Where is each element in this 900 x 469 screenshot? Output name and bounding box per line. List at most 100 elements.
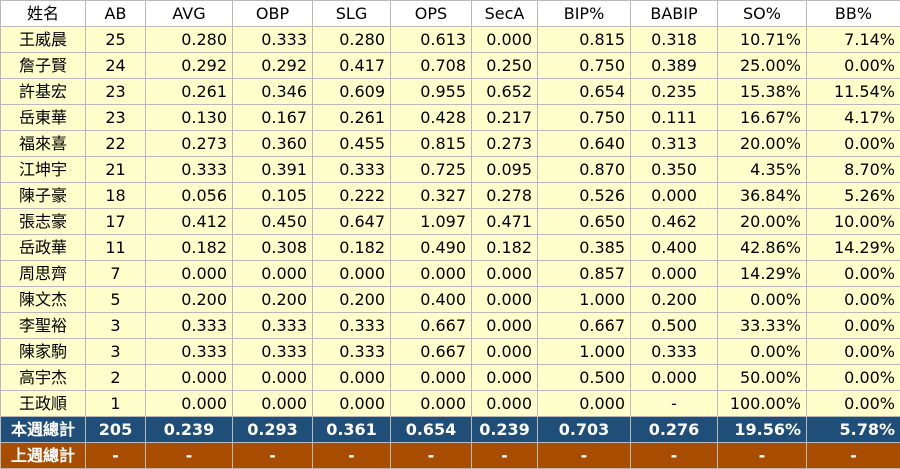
- cell-name: 岳東華: [1, 105, 86, 131]
- header-name: 姓名: [1, 1, 86, 27]
- cell-ab: 2: [86, 365, 146, 391]
- cell-ops: 0.000: [391, 391, 472, 417]
- cell-seca: 0.217: [472, 105, 538, 131]
- prev-week-total-row: 上週總計 - - - - - - - - - -: [1, 443, 900, 469]
- cell-slg: 0.417: [313, 53, 391, 79]
- cell-bip: 0.815: [538, 27, 631, 53]
- cell-bip: 0.667: [538, 313, 631, 339]
- cell-ops: 0.955: [391, 79, 472, 105]
- cell-obp: 0.308: [233, 235, 313, 261]
- cell-avg: 0.056: [146, 183, 233, 209]
- cell-babip: 0.389: [631, 53, 718, 79]
- cell-obp: 0.346: [233, 79, 313, 105]
- cell-name: 高宇杰: [1, 365, 86, 391]
- cell-seca: 0.000: [472, 287, 538, 313]
- cell-ab: 24: [86, 53, 146, 79]
- cell-avg: 0.182: [146, 235, 233, 261]
- header-avg: AVG: [146, 1, 233, 27]
- header-so: SO%: [718, 1, 807, 27]
- cell-obp: 0.200: [233, 287, 313, 313]
- cell-bb: 0.00%: [807, 261, 900, 287]
- prev-total-ab: -: [86, 443, 146, 469]
- cell-ops: 0.400: [391, 287, 472, 313]
- cell-bb: 4.17%: [807, 105, 900, 131]
- cell-ab: 23: [86, 79, 146, 105]
- prev-total-slg: -: [313, 443, 391, 469]
- cell-ops: 0.613: [391, 27, 472, 53]
- cell-ops: 0.000: [391, 365, 472, 391]
- cell-babip: 0.000: [631, 365, 718, 391]
- cell-slg: 0.333: [313, 157, 391, 183]
- cell-slg: 0.200: [313, 287, 391, 313]
- header-seca: SecA: [472, 1, 538, 27]
- cell-seca: 0.273: [472, 131, 538, 157]
- cell-name: 江坤宇: [1, 157, 86, 183]
- prev-total-bip: -: [538, 443, 631, 469]
- cell-seca: 0.652: [472, 79, 538, 105]
- cell-ab: 25: [86, 27, 146, 53]
- prev-total-bb: -: [807, 443, 900, 469]
- header-bip: BIP%: [538, 1, 631, 27]
- cell-bb: 5.26%: [807, 183, 900, 209]
- cell-babip: 0.313: [631, 131, 718, 157]
- cell-bip: 0.750: [538, 105, 631, 131]
- cell-name: 李聖裕: [1, 313, 86, 339]
- header-ab: AB: [86, 1, 146, 27]
- week-total-obp: 0.293: [233, 417, 313, 443]
- cell-ab: 21: [86, 157, 146, 183]
- cell-so: 0.00%: [718, 339, 807, 365]
- cell-ops: 0.490: [391, 235, 472, 261]
- cell-slg: 0.261: [313, 105, 391, 131]
- prev-total-label: 上週總計: [1, 443, 86, 469]
- header-slg: SLG: [313, 1, 391, 27]
- cell-avg: 0.000: [146, 391, 233, 417]
- cell-avg: 0.333: [146, 157, 233, 183]
- cell-so: 15.38%: [718, 79, 807, 105]
- prev-total-so: -: [718, 443, 807, 469]
- cell-ops: 0.000: [391, 261, 472, 287]
- cell-bip: 0.640: [538, 131, 631, 157]
- cell-slg: 0.182: [313, 235, 391, 261]
- cell-avg: 0.280: [146, 27, 233, 53]
- week-total-ab: 205: [86, 417, 146, 443]
- cell-so: 50.00%: [718, 365, 807, 391]
- header-bb: BB%: [807, 1, 900, 27]
- cell-slg: 0.000: [313, 365, 391, 391]
- cell-avg: 0.412: [146, 209, 233, 235]
- cell-name: 周思齊: [1, 261, 86, 287]
- prev-total-ops: -: [391, 443, 472, 469]
- cell-slg: 0.000: [313, 391, 391, 417]
- cell-so: 16.67%: [718, 105, 807, 131]
- cell-ab: 3: [86, 339, 146, 365]
- cell-babip: 0.000: [631, 261, 718, 287]
- cell-avg: 0.273: [146, 131, 233, 157]
- cell-bb: 0.00%: [807, 365, 900, 391]
- cell-babip: 0.111: [631, 105, 718, 131]
- cell-obp: 0.450: [233, 209, 313, 235]
- cell-ops: 0.667: [391, 339, 472, 365]
- cell-seca: 0.250: [472, 53, 538, 79]
- header-obp: OBP: [233, 1, 313, 27]
- cell-bb: 0.00%: [807, 287, 900, 313]
- cell-obp: 0.167: [233, 105, 313, 131]
- cell-seca: 0.182: [472, 235, 538, 261]
- cell-obp: 0.360: [233, 131, 313, 157]
- cell-so: 14.29%: [718, 261, 807, 287]
- cell-ops: 0.428: [391, 105, 472, 131]
- cell-bb: 0.00%: [807, 131, 900, 157]
- cell-ops: 0.725: [391, 157, 472, 183]
- week-total-slg: 0.361: [313, 417, 391, 443]
- cell-babip: 0.462: [631, 209, 718, 235]
- cell-bip: 1.000: [538, 287, 631, 313]
- cell-bip: 0.654: [538, 79, 631, 105]
- header-babip: BABIP: [631, 1, 718, 27]
- cell-seca: 0.000: [472, 313, 538, 339]
- cell-avg: 0.261: [146, 79, 233, 105]
- cell-ops: 0.667: [391, 313, 472, 339]
